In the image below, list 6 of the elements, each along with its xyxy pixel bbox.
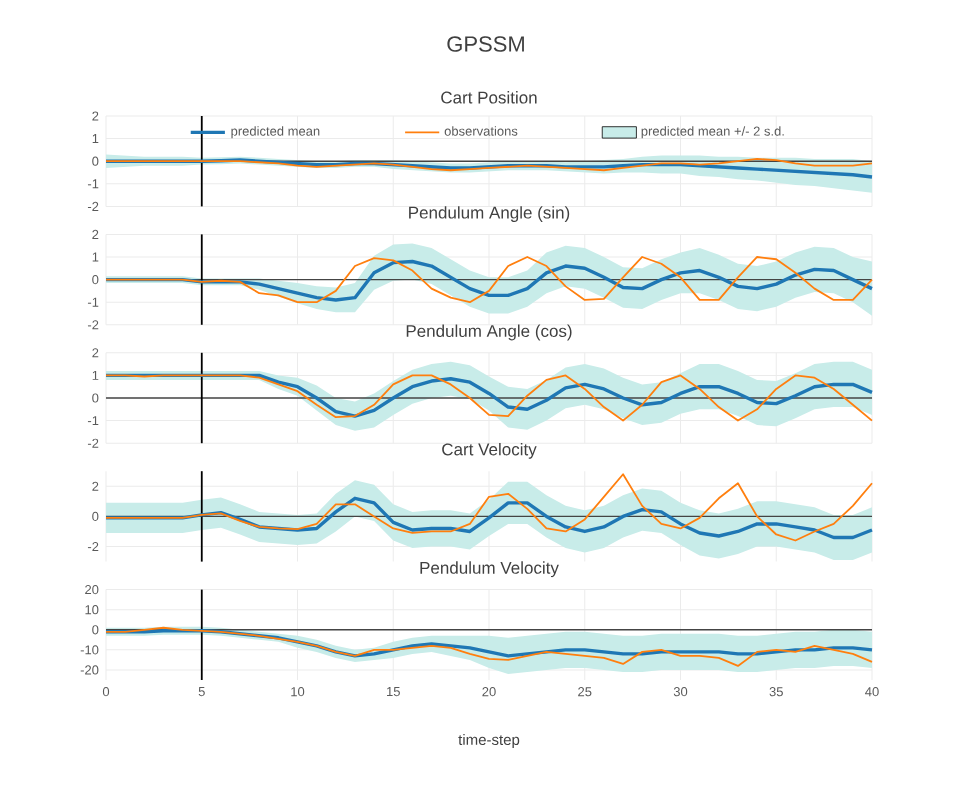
chart-title: Pendulum Angle (sin) bbox=[409, 206, 570, 222]
chart-title: Cart Velocity bbox=[442, 442, 537, 459]
chart-title: GPSSM bbox=[447, 36, 524, 52]
chart-title: Pendulum Velocity bbox=[420, 561, 559, 578]
chart-subtitle: Cart Position bbox=[441, 91, 537, 104]
chart-title: Pendulum Angle (cos) bbox=[406, 324, 572, 341]
